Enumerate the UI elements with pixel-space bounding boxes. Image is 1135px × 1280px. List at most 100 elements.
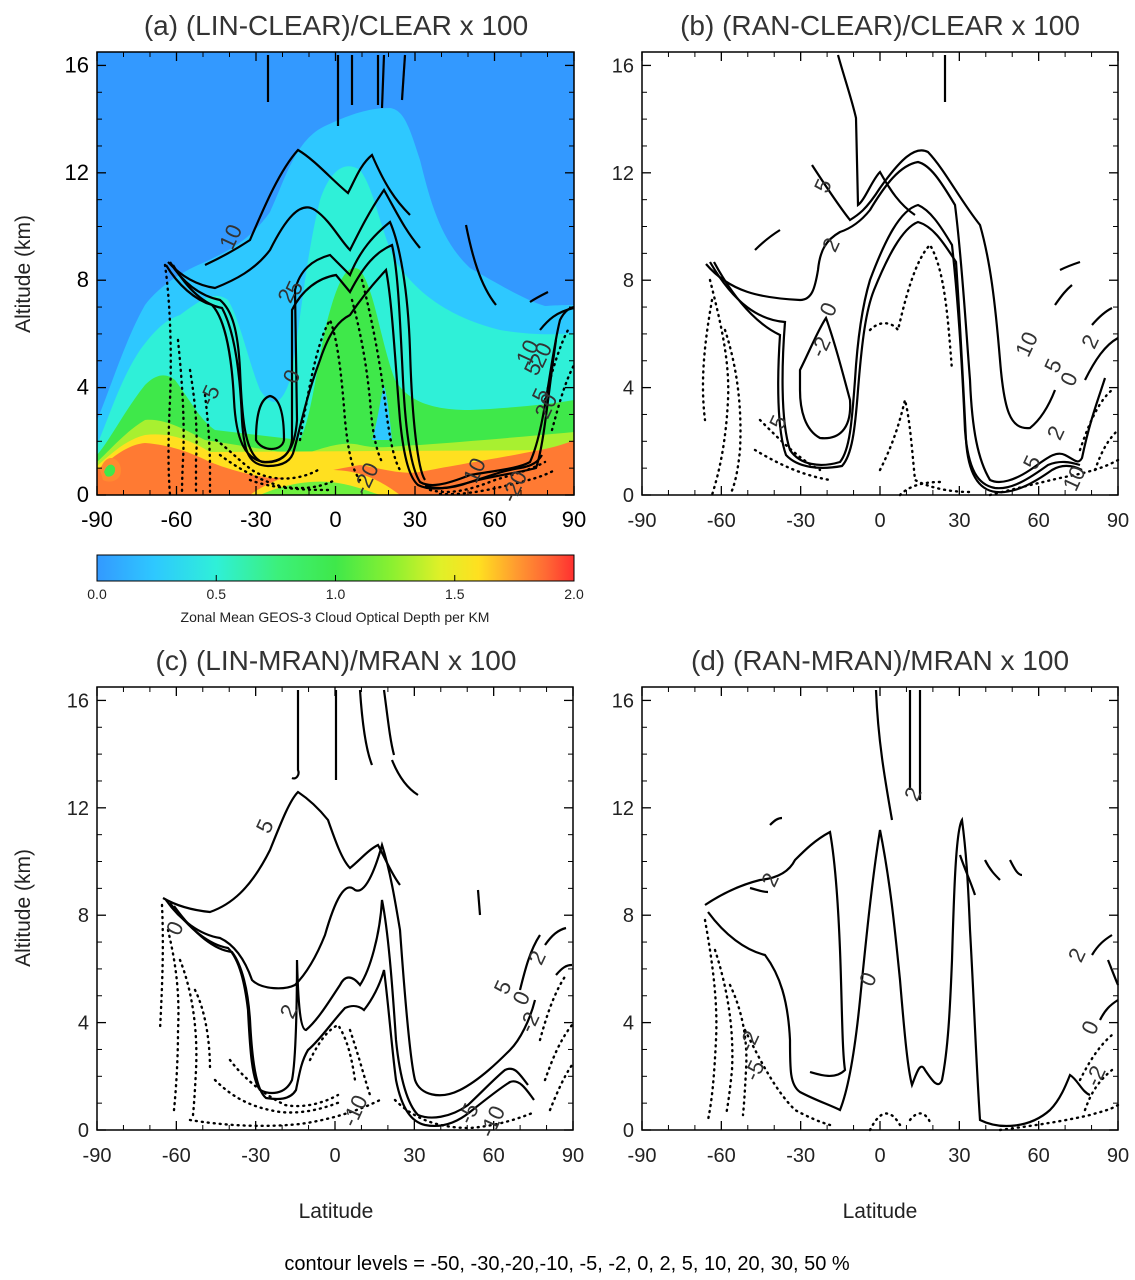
a-dotted-2	[176, 338, 185, 495]
panel-c-yticks: 0 4 8 12 16	[67, 690, 573, 1142]
c-contour-minus2	[173, 905, 535, 1128]
b-dotted-3	[723, 328, 742, 497]
b-contour-5	[811, 149, 1057, 430]
a-dotted-6	[218, 453, 337, 490]
xtick-label: -30	[786, 1145, 815, 1167]
b-contour-right-4	[1084, 337, 1119, 381]
xtick-label: 0	[329, 1145, 340, 1167]
b-dotted-2	[701, 298, 714, 422]
contour-label: 0	[854, 968, 882, 990]
c-contour-right-3	[555, 963, 573, 976]
contour-label: 0	[1055, 368, 1083, 390]
xtick-label: -90	[81, 507, 113, 532]
a-dotted-4	[203, 393, 212, 495]
d-contour-right-low	[1091, 934, 1113, 956]
a-contour-minus5-loop	[254, 394, 286, 451]
b-dotted-11	[1093, 428, 1120, 472]
panel-b-contours	[701, 54, 1120, 497]
b-contour-right-3	[1091, 307, 1113, 326]
ytick-label: 8	[78, 905, 89, 927]
b-dotted-1	[708, 278, 730, 497]
panel-d-frame	[641, 686, 1119, 1131]
b-dotted-6	[868, 243, 954, 372]
ytick-label: 0	[78, 1120, 89, 1142]
contour-label: 2	[1063, 944, 1091, 966]
d-dotted-7	[998, 1103, 1120, 1132]
a-dotted-14	[248, 478, 332, 492]
d-contour-right-low-2	[1099, 999, 1119, 1021]
c-dotted-5	[228, 1058, 340, 1108]
colorbar-tick-label: 1.0	[326, 586, 346, 602]
panel-d-xlabel: Latitude	[843, 1200, 918, 1223]
contour-label: 2	[899, 783, 927, 805]
a-dotted-3	[188, 368, 198, 495]
ytick-label: 12	[65, 160, 89, 185]
a-contour-right-b	[529, 291, 549, 303]
field-level-green	[97, 268, 574, 495]
d-contour-0	[707, 816, 1091, 1127]
xtick-label: -90	[628, 510, 657, 532]
c-dotted-4	[193, 988, 212, 1072]
xtick-label: -60	[162, 1145, 191, 1167]
xtick-label: 30	[948, 510, 970, 532]
panel-a-xticks: -90 -60 -30 0 30 60 90	[81, 52, 586, 532]
colorbar-tick-label: 2.0	[564, 586, 584, 602]
colorbar-tick-label: 1.5	[445, 586, 465, 602]
field-dip-green	[260, 481, 380, 495]
a-dotted-11	[438, 468, 557, 495]
panel-c-xlabel: Latitude	[299, 1200, 374, 1223]
xtick-label: -30	[241, 1145, 270, 1167]
d-contour-left-1	[749, 886, 769, 894]
b-contour-right-2	[1054, 284, 1073, 306]
ytick-label: 16	[67, 690, 89, 712]
contour-label: -2	[1080, 1062, 1111, 1090]
d-dotted-4	[743, 1028, 832, 1127]
xtick-label: -90	[628, 1145, 657, 1167]
c-dotted-11	[538, 973, 568, 1042]
xtick-label: 60	[1028, 1145, 1050, 1167]
c-dotted-9	[348, 1028, 372, 1097]
panel-c-title: (c) (LIN-MRAN)/MRAN x 100	[156, 645, 517, 676]
ytick-label: 12	[612, 798, 634, 820]
panel-b-title: (b) (RAN-CLEAR)/CLEAR x 100	[680, 10, 1080, 41]
d-contour-2	[704, 830, 847, 1077]
contour-label: 5	[1018, 451, 1046, 473]
b-contour-inner	[798, 315, 852, 440]
xtick-label: 90	[1107, 1145, 1129, 1167]
c-contour-5	[162, 790, 401, 914]
xtick-label: 30	[403, 507, 427, 532]
contour-label: 0	[1076, 1017, 1104, 1039]
a-dotted-10	[428, 460, 547, 494]
xtick-label: -60	[707, 1145, 736, 1167]
d-dotted-3	[728, 983, 748, 1117]
colorbar-tick-label: 0.5	[207, 586, 227, 602]
c-dotted-8	[308, 1023, 357, 1082]
contour-label: 10	[1010, 328, 1043, 361]
d-contour-right-3	[1009, 859, 1023, 877]
a-contour-top-5	[380, 54, 386, 109]
a-dotted-7	[298, 317, 362, 482]
contour-label: 2	[1076, 331, 1104, 353]
xtick-label: -90	[83, 1145, 112, 1167]
d-dotted-1	[703, 918, 718, 1122]
d-dotted-2	[713, 948, 734, 1117]
a-contour-10	[204, 148, 411, 266]
panel-a: (a) (LIN-CLEAR)/CLEAR x 100	[12, 10, 586, 625]
colorbar-tick-label: 0.0	[87, 586, 107, 602]
contour-levels-footer: contour levels = -50, -30,-20,-10, -5, -…	[284, 1253, 850, 1275]
c-dotted-12	[543, 1023, 574, 1082]
ytick-label: 12	[67, 798, 89, 820]
d-contour-top-1	[874, 689, 894, 821]
ytick-label: 0	[77, 482, 89, 507]
contour-label: 0	[814, 298, 842, 320]
b-contour-0	[709, 203, 1081, 490]
xtick-label: 90	[562, 507, 586, 532]
contour-label: -2	[733, 1027, 764, 1055]
xtick-label: -60	[161, 507, 193, 532]
contour-label: 5	[251, 815, 279, 837]
c-dotted-2	[166, 928, 180, 1112]
c-contour-right-1	[518, 934, 541, 991]
b-contour-left-upper	[754, 229, 781, 251]
